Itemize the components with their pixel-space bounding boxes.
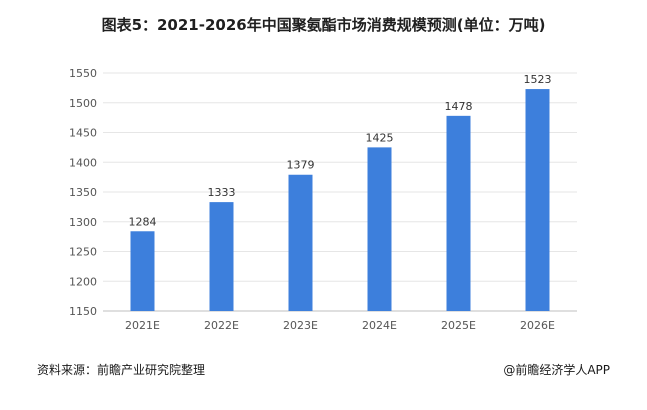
credit-note: @前瞻经济学人APP	[503, 363, 610, 377]
data-label: 1379	[287, 159, 315, 172]
data-label: 1333	[208, 186, 236, 199]
x-tick-label: 2024E	[362, 319, 397, 332]
bar	[446, 115, 471, 311]
chart-title: 图表5：2021-2026年中国聚氨酯市场消费规模预测(单位：万吨)	[101, 16, 546, 34]
y-tick-label: 1150	[69, 305, 97, 318]
data-labels: 1284 1333 1379 1425 1478 1523	[129, 73, 552, 228]
y-tick-label: 1450	[69, 127, 97, 140]
x-tick-label: 2021E	[125, 319, 160, 332]
x-tick-label: 2026E	[520, 319, 555, 332]
data-label: 1425	[366, 131, 394, 144]
y-tick-label: 1350	[69, 186, 97, 199]
bar	[130, 231, 155, 311]
x-tick-label: 2025E	[441, 319, 476, 332]
data-label: 1523	[524, 73, 552, 86]
gridlines	[103, 72, 577, 312]
y-tick-label: 1400	[69, 156, 97, 169]
x-tick-label: 2022E	[204, 319, 239, 332]
data-label: 1478	[445, 100, 473, 113]
source-note: 资料来源：前瞻产业研究院整理	[37, 363, 206, 377]
bar	[525, 89, 550, 311]
data-label: 1284	[129, 215, 157, 228]
x-tick-label: 2023E	[283, 319, 318, 332]
y-tick-label: 1200	[69, 275, 97, 288]
x-axis-ticks: 2021E 2022E 2023E 2024E 2025E 2026E	[125, 319, 555, 332]
y-tick-label: 1500	[69, 97, 97, 110]
bar	[288, 174, 313, 311]
y-tick-label: 1300	[69, 216, 97, 229]
bar	[209, 202, 234, 311]
y-axis-ticks: 1150 1200 1250 1300 1350 1400 1450 1500 1550	[69, 67, 97, 318]
y-tick-label: 1250	[69, 246, 97, 259]
y-tick-label: 1550	[69, 67, 97, 80]
bars	[130, 89, 550, 311]
bar	[367, 147, 392, 311]
